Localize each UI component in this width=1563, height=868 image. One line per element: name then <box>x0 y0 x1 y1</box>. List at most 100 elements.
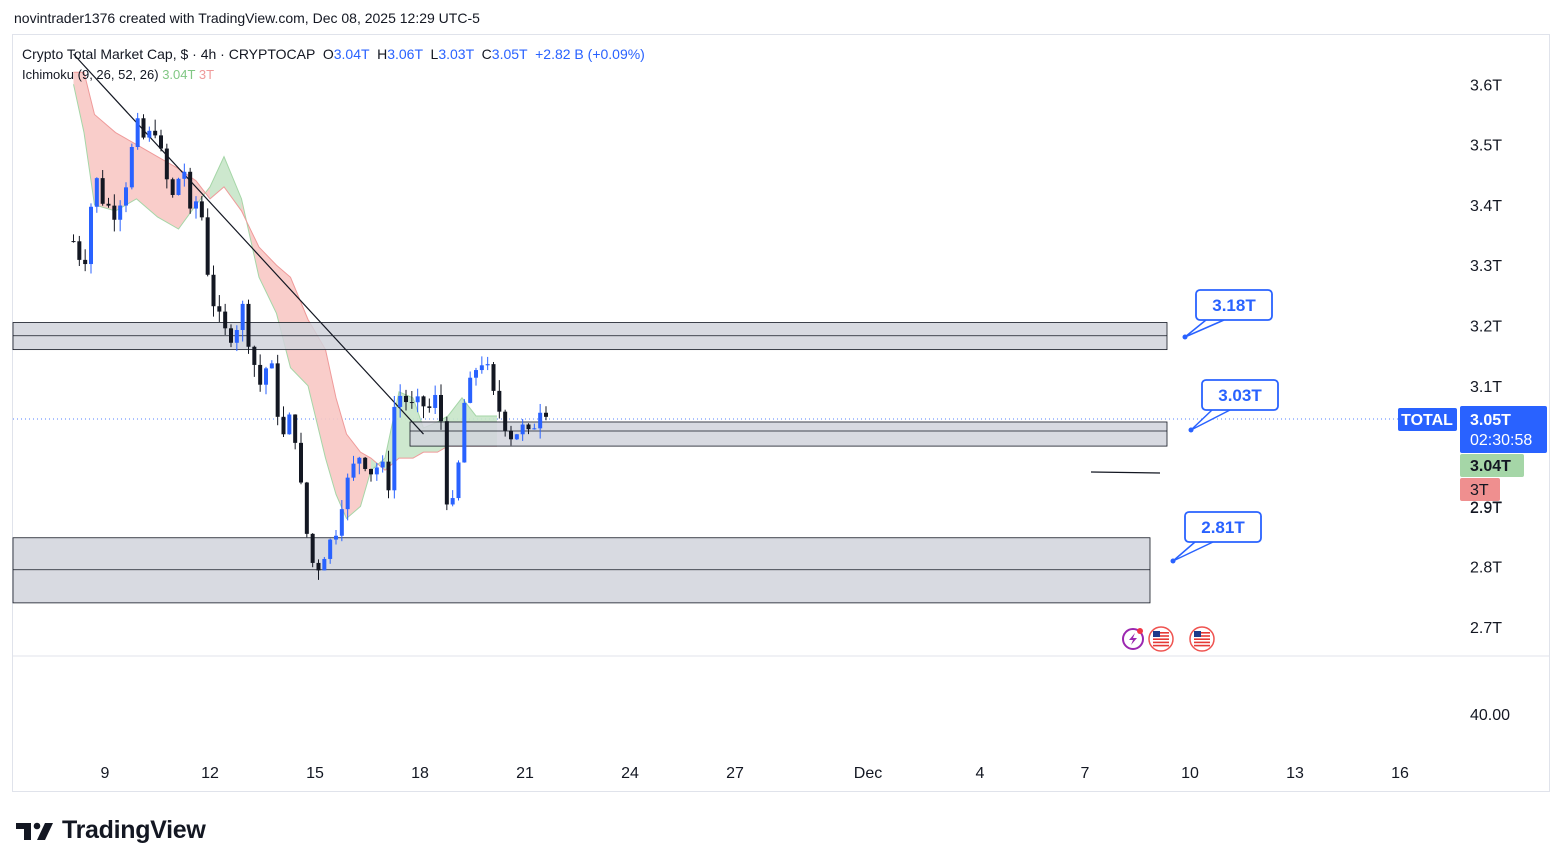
x-tick-label: 10 <box>1181 765 1199 782</box>
x-tick-label: 15 <box>306 765 324 782</box>
price-badges: TOTAL 3.05T 02:30:58 3.04T 3T2.9T <box>1398 406 1547 517</box>
candle-bear <box>386 461 391 491</box>
candle-bear <box>491 364 496 391</box>
candle-bear <box>217 306 222 312</box>
candle-bull <box>532 428 537 430</box>
callout-pointer <box>1190 409 1231 431</box>
candle-bear <box>503 411 508 431</box>
candle-bear <box>299 442 303 483</box>
cloud-segment <box>210 156 224 199</box>
candle-bull <box>474 370 478 378</box>
price-badge-countdown: 02:30:58 <box>1470 432 1532 449</box>
y-tick-label: 2.7T <box>1470 620 1502 637</box>
legend-h-label: H <box>377 46 388 62</box>
flag-stripe <box>1194 632 1210 634</box>
flag-stripe <box>1153 638 1169 640</box>
candle-bull <box>147 130 152 138</box>
candle-bull <box>485 364 490 366</box>
symbol-badge-label: TOTAL <box>1401 412 1453 429</box>
callout-label: 2.81T <box>1201 518 1245 537</box>
x-tick-label: 13 <box>1286 765 1304 782</box>
events-layer <box>1122 626 1215 652</box>
candle-bull <box>538 412 543 429</box>
horizontal-ray[interactable] <box>1090 471 1161 474</box>
chart-frame <box>12 34 1550 792</box>
span-a-badge-value: 3.04T <box>1470 458 1511 475</box>
y-tick-label: 2.9T <box>1470 499 1502 516</box>
price-badge-value: 3.05T <box>1470 412 1511 429</box>
candle-bear <box>211 274 216 307</box>
candle-bull <box>514 434 519 440</box>
callout-anchor <box>1188 427 1194 433</box>
callout-label: 3.03T <box>1218 386 1262 405</box>
trendline-layer <box>73 53 1161 474</box>
callout-box <box>1201 379 1279 411</box>
candle-bull <box>334 535 338 540</box>
candle-bull <box>328 539 333 559</box>
y-tick-label: 3.6T <box>1470 77 1502 94</box>
candle-bear <box>275 363 280 417</box>
legend-close: 3.05T <box>491 46 528 62</box>
x-tick-label: 24 <box>621 765 639 782</box>
cloud-segment <box>308 319 326 459</box>
candle-bear <box>71 241 76 243</box>
legend-symbol: Crypto Total Market Cap, $ · 4h · CRYPTO… <box>22 46 316 62</box>
flag-stripe <box>1194 635 1210 637</box>
candle-bull <box>456 462 461 499</box>
candle-bear <box>369 468 373 475</box>
cloud-segment <box>196 180 210 205</box>
zones-layer <box>12 322 1168 604</box>
candle-bull <box>351 463 356 478</box>
cloud-segment <box>224 156 242 211</box>
candle-bull <box>479 365 484 371</box>
candle-bear <box>409 402 414 404</box>
candle-bull <box>357 457 362 464</box>
candle-bull <box>129 147 134 188</box>
x-tick-label: 18 <box>411 765 429 782</box>
cloud-segment <box>276 265 291 368</box>
support-zone[interactable] <box>409 421 1168 447</box>
flash-bolt <box>1129 633 1137 645</box>
price-callout[interactable]: 2.81T <box>1170 511 1262 564</box>
callout-label: 3.18T <box>1212 296 1256 315</box>
candle-bull <box>322 558 327 571</box>
grid-layer <box>13 418 1550 657</box>
callout-anchor <box>1170 558 1176 564</box>
candle-bear <box>141 118 146 138</box>
cloud-segment <box>360 452 371 507</box>
candle-bear <box>223 311 228 329</box>
cloud-segment <box>399 391 413 459</box>
legend-symbol-row: Crypto Total Market Cap, $ · 4h · CRYPTO… <box>22 46 645 62</box>
y-tick-label: 3.4T <box>1470 198 1502 215</box>
candle-bull <box>374 467 379 475</box>
flash-dot <box>1137 628 1143 634</box>
price-callout[interactable]: 3.03T <box>1188 379 1279 433</box>
demand-zone[interactable] <box>12 537 1151 604</box>
y-tick-label: 2.8T <box>1470 560 1502 577</box>
y-tick-label: 3.5T <box>1470 138 1502 155</box>
tradingview-logo-text: TradingView <box>62 816 206 844</box>
descending-trendline[interactable] <box>73 53 424 435</box>
candle-bear <box>497 390 502 412</box>
legend-l-label: L <box>430 46 439 62</box>
legend-indicator-row[interactable]: Ichimoku (9, 26, 52, 26) 3.04T 3T <box>22 67 214 82</box>
candle-bear <box>526 424 531 430</box>
candle-bear <box>444 421 449 505</box>
candle-bear <box>106 203 111 206</box>
price-callout[interactable]: 3.18T <box>1182 289 1273 340</box>
span-a-badge <box>1460 454 1524 477</box>
flag-stripe <box>1153 632 1169 634</box>
legend-indicator: Ichimoku (9, 26, 52, 26) <box>22 67 159 82</box>
x-tick-label: 27 <box>726 765 744 782</box>
span-b-badge <box>1460 478 1500 501</box>
tradingview-logo[interactable]: TradingView <box>16 816 206 845</box>
candle-bull <box>345 477 350 510</box>
candle-bear <box>316 562 321 571</box>
candle-bear <box>421 396 426 407</box>
candle-bull <box>287 414 292 435</box>
candles-layer <box>71 112 548 580</box>
legend-span-a: 3.04T <box>162 67 196 82</box>
candle-bear <box>153 130 158 136</box>
candle-bull <box>264 368 268 385</box>
